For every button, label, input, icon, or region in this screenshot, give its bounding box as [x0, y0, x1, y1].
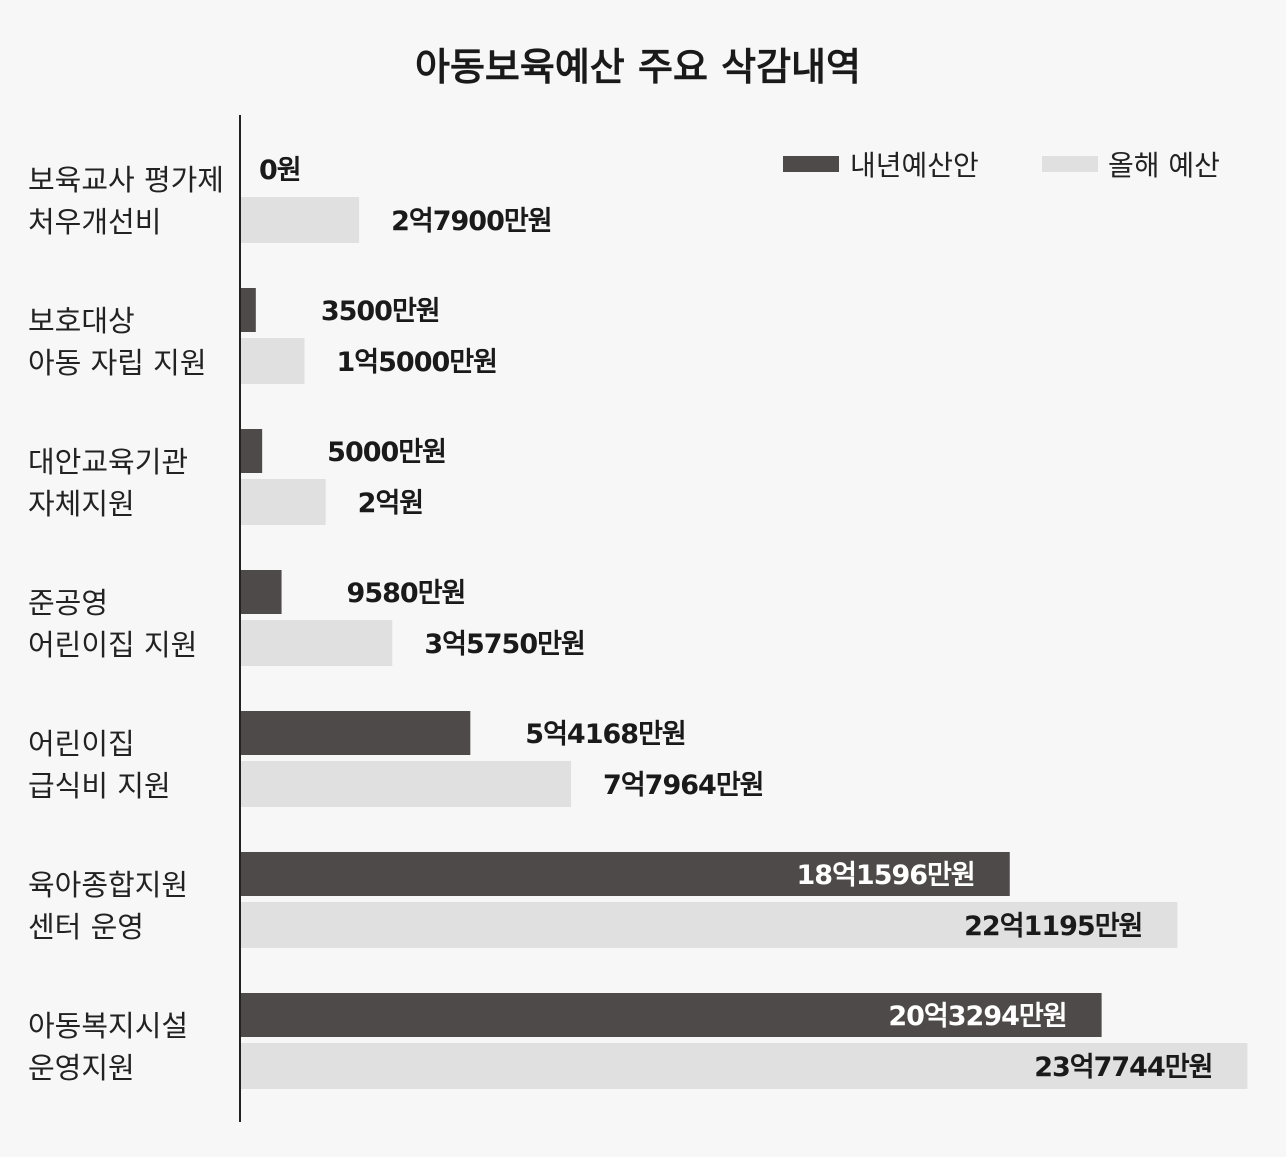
- category-label: 육아종합지원: [28, 868, 188, 902]
- legend-swatch-this-year: [1042, 156, 1098, 172]
- value-label-this-year: 23억7744만원: [1034, 1052, 1212, 1083]
- legend-label-this-year: 올해 예산: [1108, 149, 1220, 182]
- category-label: 아동복지시설: [28, 1009, 188, 1043]
- category-label: 대안교육기관: [28, 445, 188, 479]
- value-label-next-year: 9580만원: [347, 578, 466, 609]
- category-label: 준공영: [28, 586, 108, 620]
- value-label-this-year: 1억5000만원: [337, 347, 497, 378]
- bar-next-year: [241, 993, 1102, 1037]
- category-label: 센터 운영: [28, 910, 144, 944]
- legend: 내년예산안 올해 예산: [783, 149, 1220, 182]
- bar-next-year: [241, 288, 256, 332]
- category-label: 어린이집 지원: [28, 628, 197, 662]
- bar-next-year: [241, 570, 282, 614]
- legend-label-next-year: 내년예산안: [850, 149, 979, 182]
- value-label-this-year: 2억7900만원: [391, 206, 551, 237]
- bar-this-year: [241, 197, 360, 243]
- value-label-this-year: 7억7964만원: [603, 770, 763, 801]
- bar-this-year: [241, 479, 326, 525]
- category-label: 아동 자립 지원: [28, 346, 207, 380]
- value-label-next-year: 20억3294만원: [888, 1001, 1066, 1032]
- value-label-next-year: 0원: [259, 155, 301, 186]
- bar-next-year: [241, 852, 1010, 896]
- bar-this-year: [241, 1043, 1248, 1089]
- value-label-next-year: 5000만원: [327, 437, 446, 468]
- value-label-this-year: 22억1195만원: [964, 911, 1142, 942]
- chart-title: 아동보육예산 주요 삭감내역: [415, 45, 861, 89]
- category-label: 자체지원: [28, 487, 135, 521]
- category-label: 처우개선비: [28, 205, 161, 239]
- bar-next-year: [241, 429, 263, 473]
- category-label: 급식비 지원: [28, 769, 171, 803]
- value-label-next-year: 3500만원: [321, 296, 440, 327]
- value-label-this-year: 2억원: [358, 488, 423, 519]
- bar-this-year: [241, 761, 572, 807]
- category-label: 어린이집: [28, 727, 135, 761]
- category-label: 보육교사 평가제: [28, 163, 224, 197]
- bar-this-year: [241, 902, 1178, 948]
- bar-this-year: [241, 620, 393, 666]
- value-label-next-year: 18억1596만원: [797, 860, 975, 891]
- bar-this-year: [241, 338, 305, 384]
- category-label: 운영지원: [28, 1051, 135, 1085]
- bar-next-year: [241, 711, 471, 755]
- category-label: 보호대상: [28, 304, 135, 338]
- value-label-next-year: 5억4168만원: [525, 719, 685, 750]
- value-label-this-year: 3억5750만원: [424, 629, 584, 660]
- legend-swatch-next-year: [783, 156, 839, 172]
